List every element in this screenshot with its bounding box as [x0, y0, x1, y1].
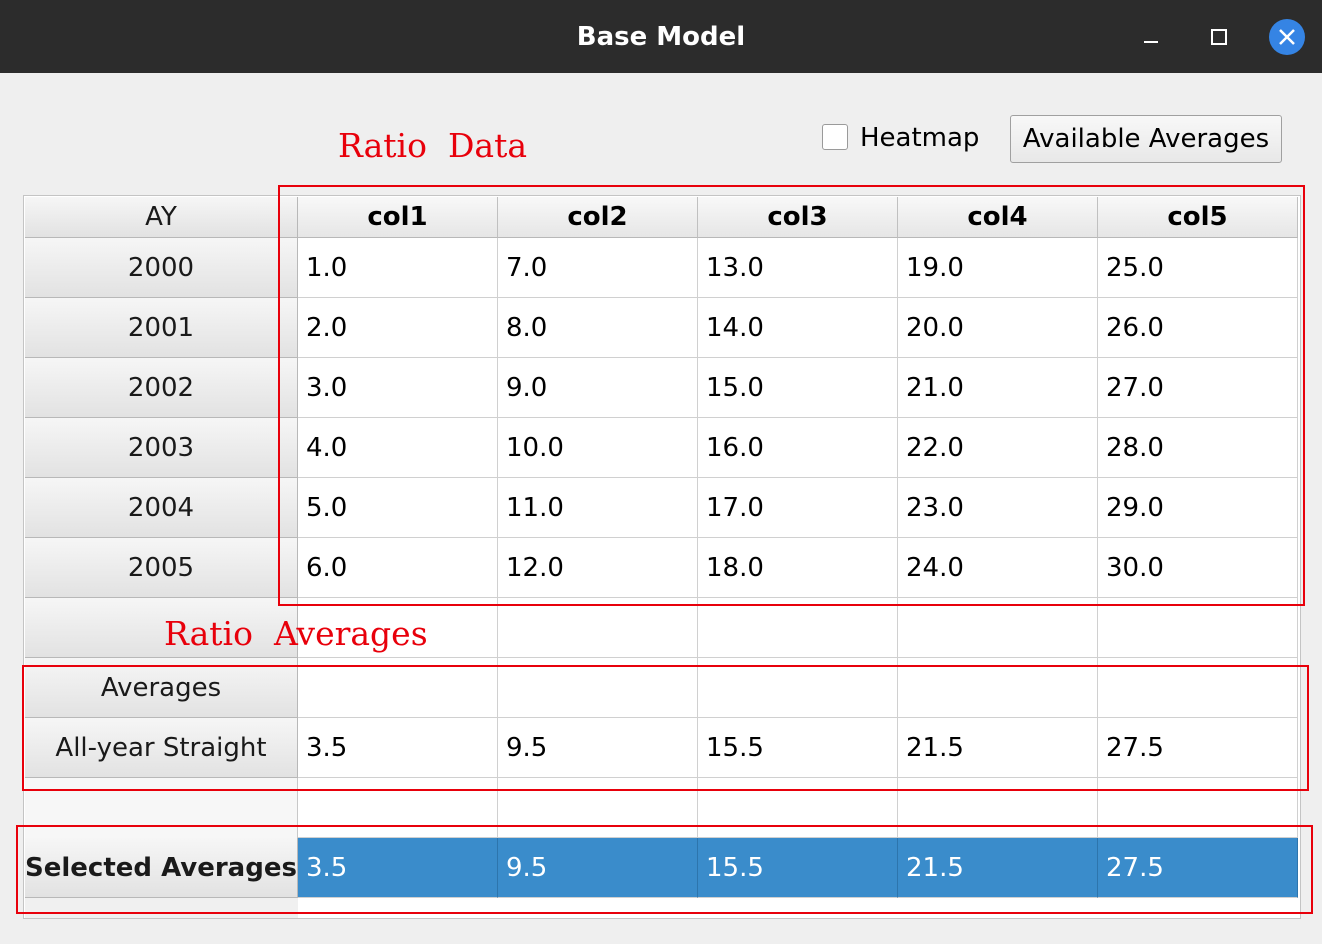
empty-cell: [898, 778, 1098, 838]
table-cell: 3.5: [298, 718, 498, 778]
empty-cell: [298, 658, 498, 718]
table-cell: 18.0: [698, 538, 898, 598]
table-cell: 30.0: [1098, 538, 1298, 598]
table-cell: 1.0: [298, 238, 498, 298]
table-cell: 16.0: [698, 418, 898, 478]
annotation: Ratio Averages: [164, 614, 428, 653]
spacer-header: [25, 778, 298, 838]
annotation-box: [16, 825, 1313, 914]
table-cell: 9.0: [498, 358, 698, 418]
table-cell: 23.0: [898, 478, 1098, 538]
row-header: 2000: [25, 238, 298, 298]
available-averages-button[interactable]: Available Averages: [1010, 115, 1282, 163]
table-cell: 19.0: [898, 238, 1098, 298]
row-header: 2003: [25, 418, 298, 478]
table-cell: 27.5: [1098, 718, 1298, 778]
table-cell: 15.5: [698, 838, 898, 898]
annotation-box: [278, 185, 1305, 606]
row-header: 2002: [25, 358, 298, 418]
table-cell: 4.0: [298, 418, 498, 478]
column-header: col1: [298, 197, 498, 238]
table-cell: 9.5: [498, 838, 698, 898]
table-cell: 27.5: [1098, 838, 1298, 898]
empty-cell: [698, 778, 898, 838]
close-button[interactable]: [1269, 19, 1305, 55]
table-cell: 28.0: [1098, 418, 1298, 478]
row-header: [25, 598, 298, 658]
annotation: Ratio Data: [338, 126, 528, 165]
table-cell: 14.0: [698, 298, 898, 358]
table-cell: 21.5: [898, 838, 1098, 898]
column-header: col4: [898, 197, 1098, 238]
table-cell: 13.0: [698, 238, 898, 298]
table-cell: 6.0: [298, 538, 498, 598]
table-cell: 8.0: [498, 298, 698, 358]
table-cell: 12.0: [498, 538, 698, 598]
table-cell: 26.0: [1098, 298, 1298, 358]
window-controls: [1144, 19, 1305, 55]
empty-cell: [1098, 598, 1298, 658]
empty-cell: [498, 778, 698, 838]
annotation-box: [22, 665, 1309, 791]
column-header: col2: [498, 197, 698, 238]
table-cell: 21.0: [898, 358, 1098, 418]
table-cell: 3.5: [298, 838, 498, 898]
table-cell: 25.0: [1098, 238, 1298, 298]
table-cell: 15.0: [698, 358, 898, 418]
column-header: col5: [1098, 197, 1298, 238]
table-cell: 7.0: [498, 238, 698, 298]
empty-cell: [1098, 658, 1298, 718]
empty-cell: [298, 598, 498, 658]
table-cell: 5.0: [298, 478, 498, 538]
row-header: 2001: [25, 298, 298, 358]
table-cell: 10.0: [498, 418, 698, 478]
table-cell: 15.5: [698, 718, 898, 778]
corner-header: AY: [25, 197, 298, 238]
window-title: Base Model: [576, 22, 746, 52]
row-header: All-year Straight: [25, 718, 298, 778]
table-cell: 17.0: [698, 478, 898, 538]
table-cell: 29.0: [1098, 478, 1298, 538]
table-cell: 2.0: [298, 298, 498, 358]
empty-cell: [498, 658, 698, 718]
table-cell: 22.0: [898, 418, 1098, 478]
heatmap-checkbox[interactable]: [822, 124, 848, 150]
title-bar: [0, 0, 1322, 73]
row-header: Averages: [25, 658, 298, 718]
table-cell: 9.5: [498, 718, 698, 778]
empty-cell: [698, 598, 898, 658]
table-cell: 27.0: [1098, 358, 1298, 418]
empty-cell: [298, 778, 498, 838]
maximize-button[interactable]: [1211, 29, 1227, 45]
table-cell: 11.0: [498, 478, 698, 538]
heatmap-label[interactable]: Heatmap: [860, 123, 980, 153]
empty-cell: [898, 658, 1098, 718]
table-cell: 3.0: [298, 358, 498, 418]
empty-cell: [898, 598, 1098, 658]
empty-cell: [1098, 778, 1298, 838]
table-cell: 21.5: [898, 718, 1098, 778]
table-cell: 24.0: [898, 538, 1098, 598]
empty-cell: [498, 598, 698, 658]
table-cell: 20.0: [898, 298, 1098, 358]
row-header: Selected Averages: [25, 838, 298, 898]
column-header: col3: [698, 197, 898, 238]
row-header: 2005: [25, 538, 298, 598]
row-header: 2004: [25, 478, 298, 538]
empty-cell: [698, 658, 898, 718]
